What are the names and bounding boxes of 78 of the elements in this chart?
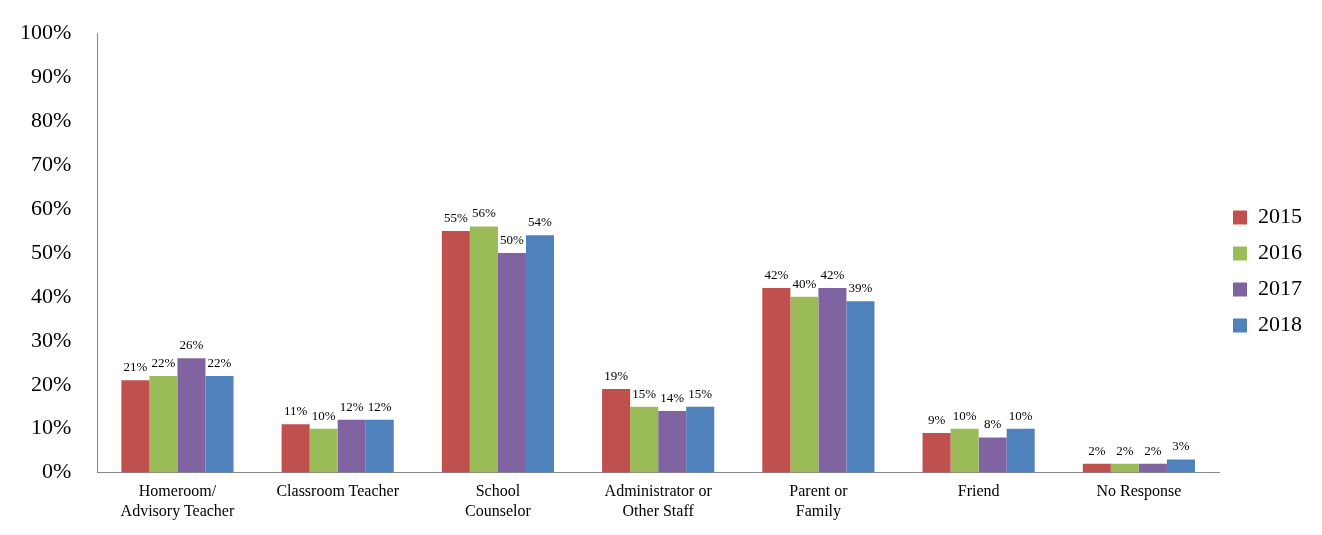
y-tick-label: 0% — [42, 458, 72, 484]
bar — [846, 301, 875, 473]
legend-label: 2018 — [1258, 311, 1302, 337]
legend-label: 2017 — [1258, 275, 1302, 301]
y-tick-label: 90% — [31, 62, 72, 88]
data-label: 10% — [952, 407, 977, 423]
data-label: 12% — [367, 398, 392, 414]
y-tick-label: 10% — [31, 414, 72, 440]
bar — [149, 375, 178, 473]
y-tick-label: 20% — [31, 370, 72, 396]
data-label: 39% — [848, 280, 873, 296]
y-tick-label: 80% — [31, 106, 72, 132]
bar — [950, 428, 979, 473]
data-label: 8% — [983, 416, 1002, 432]
bar — [337, 419, 366, 473]
x-tick-label: No Response — [1096, 482, 1182, 501]
x-tick-label: School Counselor — [465, 482, 532, 519]
bar — [630, 406, 659, 473]
data-label: 26% — [179, 337, 204, 353]
data-label: 2% — [1088, 442, 1106, 458]
data-label: 22% — [151, 354, 176, 370]
y-tick-label: 100% — [20, 18, 72, 44]
legend-label: 2015 — [1258, 203, 1302, 229]
data-label: 3% — [1172, 438, 1190, 454]
bar — [281, 424, 310, 473]
data-label: 14% — [660, 390, 685, 406]
bar — [1138, 463, 1167, 473]
bar — [658, 411, 687, 473]
data-label: 55% — [443, 209, 468, 225]
bar — [205, 375, 234, 473]
bar — [1166, 459, 1195, 473]
data-label: 56% — [471, 205, 496, 221]
bar — [309, 428, 338, 473]
y-tick-label: 70% — [31, 150, 72, 176]
bar — [525, 235, 555, 473]
data-label: 10% — [311, 407, 336, 423]
data-label: 2% — [1116, 442, 1134, 458]
bar — [762, 288, 791, 473]
x-tick-label: Friend — [957, 482, 1000, 500]
data-label: 21% — [123, 359, 148, 375]
bar — [1006, 428, 1035, 473]
bar — [365, 419, 394, 473]
bar — [441, 230, 470, 473]
x-tick-label: Parent or Family — [789, 482, 849, 520]
data-label: 19% — [604, 368, 629, 384]
bar — [497, 252, 526, 473]
bar — [1110, 463, 1139, 473]
data-label: 50% — [500, 231, 525, 247]
y-tick-label: 50% — [31, 238, 72, 264]
data-label: 2% — [1144, 442, 1162, 458]
data-label: 15% — [688, 385, 713, 401]
data-label: 11% — [283, 403, 308, 419]
y-tick-label: 40% — [31, 282, 72, 308]
bar — [469, 226, 498, 473]
data-label: 42% — [820, 266, 845, 282]
bar — [602, 389, 631, 473]
x-tick-label: Homeroom/ Advisory Teacher — [120, 482, 235, 520]
bar — [922, 433, 951, 473]
bar — [818, 288, 847, 473]
data-label: 10% — [1008, 407, 1033, 423]
bar — [1082, 463, 1111, 473]
y-tick-label: 60% — [31, 194, 72, 220]
data-label: 15% — [632, 385, 657, 401]
legend-label: 2016 — [1258, 239, 1302, 265]
bar — [978, 437, 1007, 473]
bar — [177, 358, 206, 473]
x-tick-label: Administrator or Other Staff — [604, 482, 713, 519]
data-label: 42% — [764, 266, 789, 282]
data-label: 22% — [207, 354, 232, 370]
bar — [121, 380, 150, 473]
data-label: 9% — [927, 411, 946, 427]
bar — [790, 296, 819, 473]
data-label: 12% — [339, 398, 364, 414]
data-label: 54% — [528, 214, 553, 230]
bar — [686, 406, 715, 473]
x-tick-label: Classroom Teacher — [276, 482, 400, 500]
data-label: 40% — [792, 275, 817, 291]
y-tick-label: 30% — [31, 326, 72, 352]
